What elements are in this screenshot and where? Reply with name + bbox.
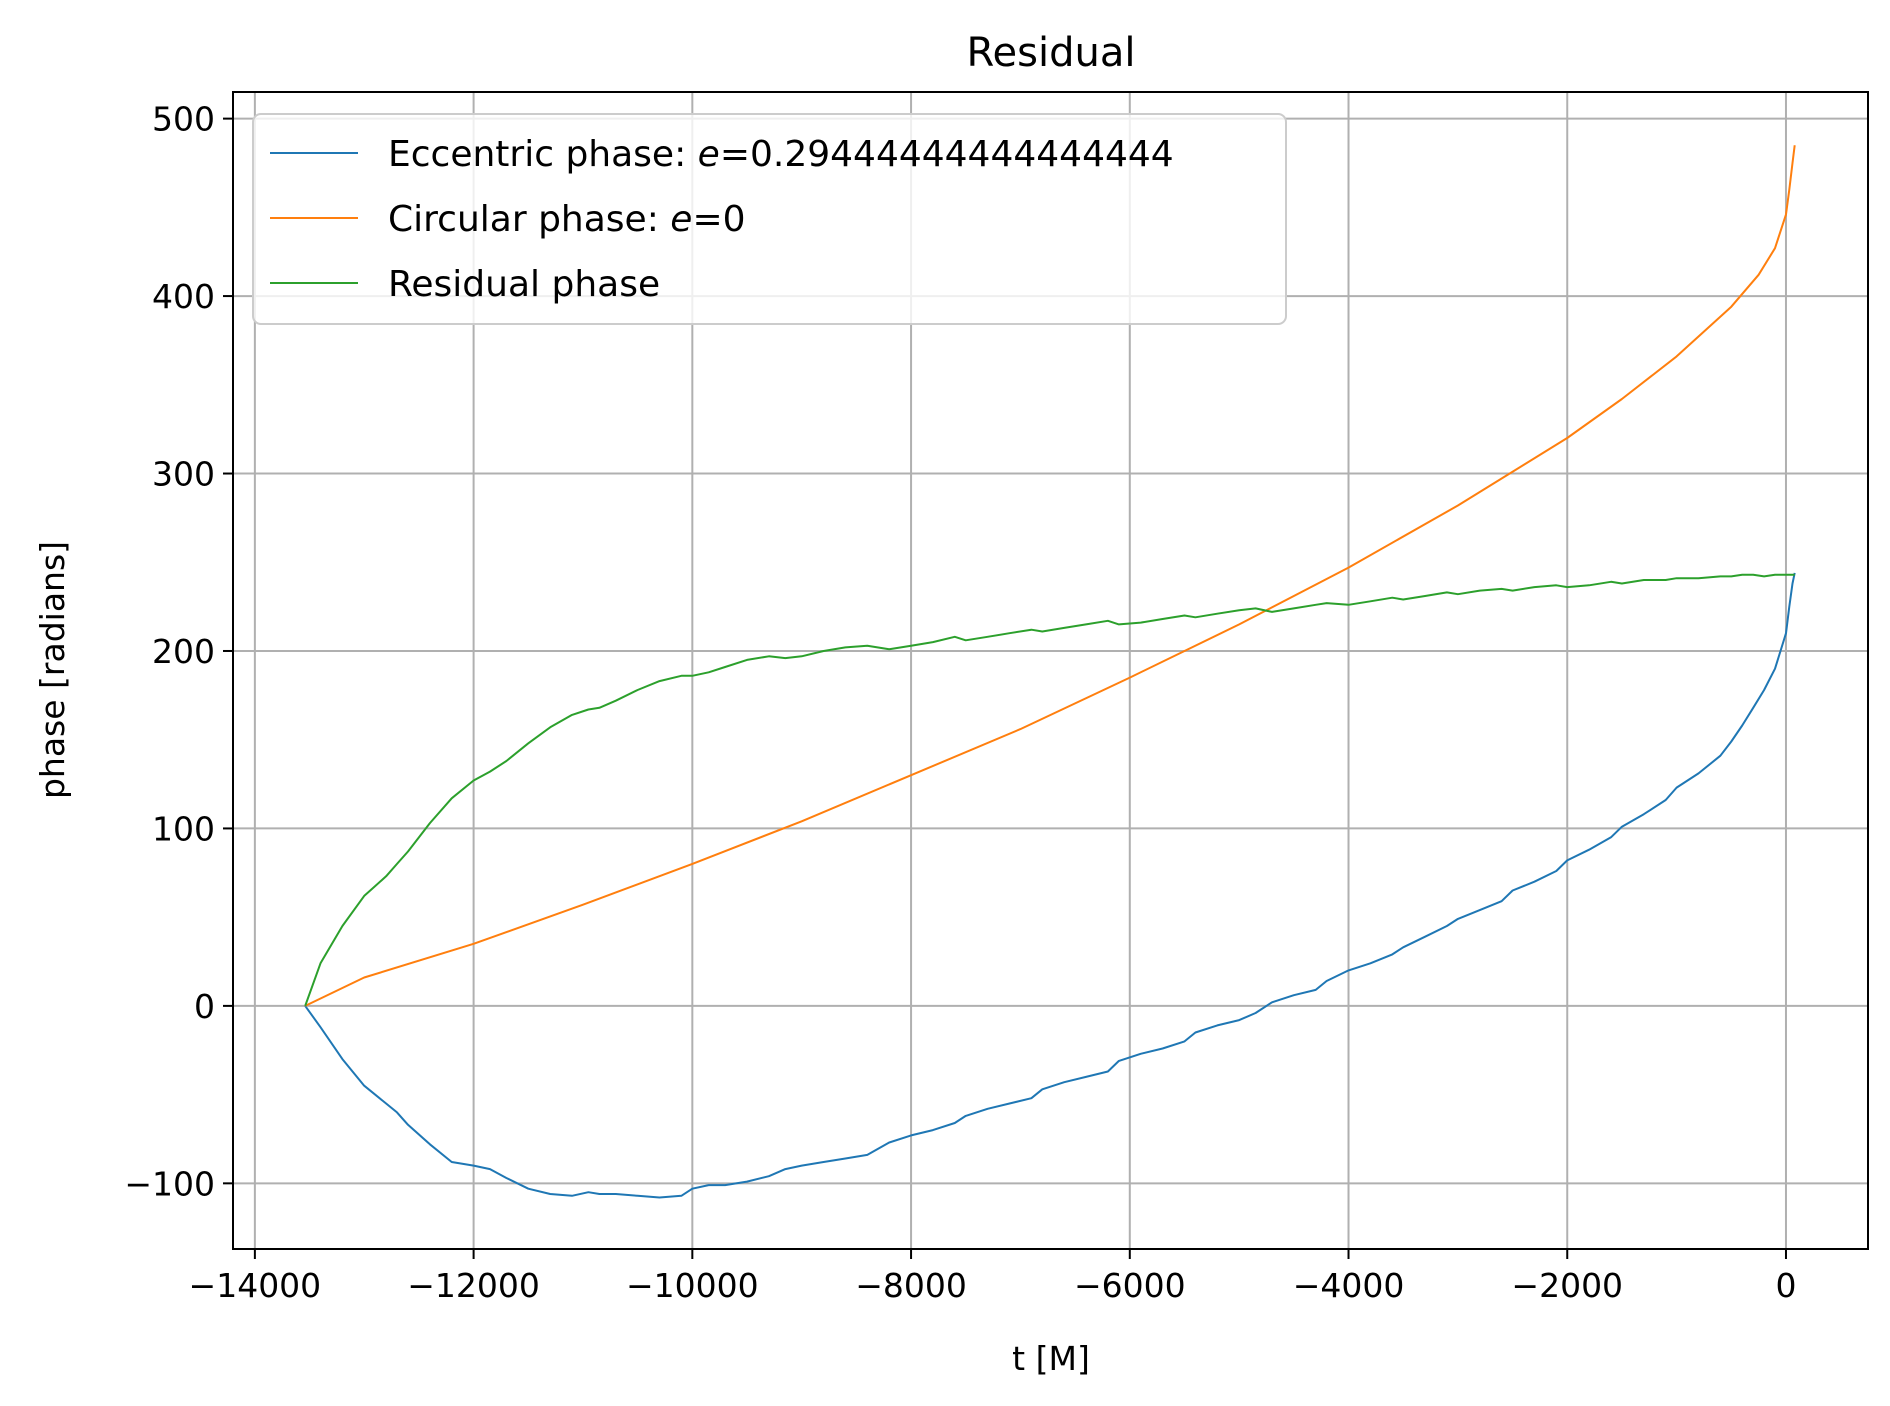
x-tick-label: −8000 [855,1266,967,1305]
x-tick-label: −2000 [1511,1266,1623,1305]
x-axis: −14000 −12000 −10000 −8000 −6000 −4000 −2000 0 [189,1249,1796,1305]
x-tick-label: −10000 [626,1266,759,1305]
y-tick-label: 400 [152,277,215,316]
y-tick-label: 200 [152,632,215,671]
legend-box [252,113,1287,325]
y-axis: −100 0 100 200 300 400 500 [124,100,233,1203]
x-axis-label: t [M] [1012,1339,1090,1378]
y-axis-label: phase [radians] [33,541,72,799]
x-tick-label: −12000 [407,1266,540,1305]
x-tick-label: 0 [1775,1266,1796,1305]
y-tick-label: 0 [194,987,215,1026]
legend-eccentric-label: Eccentric phase: e=0.29444444444444444 [388,134,1174,175]
series-layer [304,145,1796,1199]
eccentric-phase-line [304,572,1796,1199]
plot-frame [232,91,1869,1250]
y-tick-label: 100 [152,809,215,848]
x-tick-label: −4000 [1293,1266,1405,1305]
legend-residual-label: Residual phase [388,264,660,305]
y-tick-label: 300 [152,455,215,494]
y-tick-label: −100 [124,1164,215,1203]
plot-area [304,145,1796,1199]
legend: Eccentric phase: e=0.29444444444444444 Ci… [252,113,1287,325]
chart-title: Residual [967,30,1136,76]
x-tick-label: −6000 [1074,1266,1186,1305]
legend-circular-label: Circular phase: e=0 [388,199,746,240]
circular-phase-line [304,145,1796,1007]
residual-phase-line [304,573,1795,1007]
y-tick-label: 500 [152,100,215,139]
x-tick-label: −14000 [189,1266,322,1305]
